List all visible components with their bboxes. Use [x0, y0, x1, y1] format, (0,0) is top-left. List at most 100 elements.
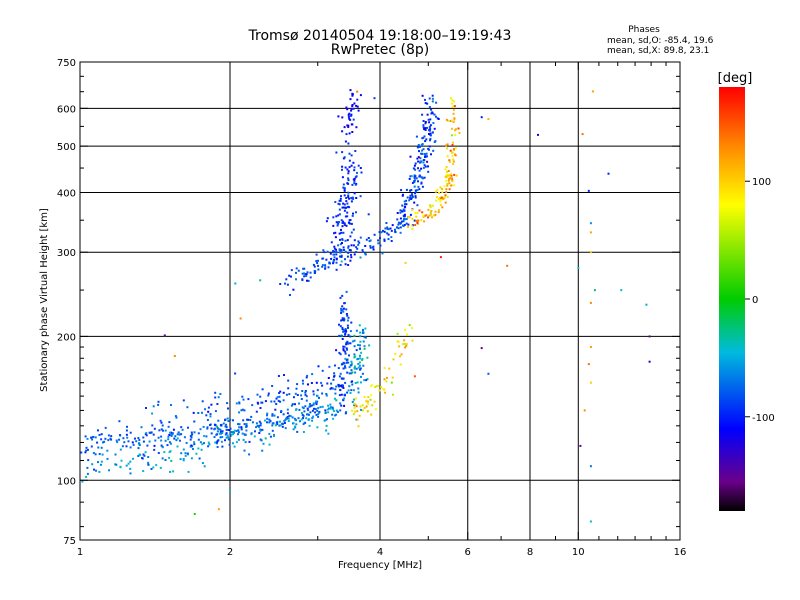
data-point	[326, 217, 329, 220]
data-point	[304, 390, 307, 392]
data-point	[347, 319, 349, 322]
data-point	[352, 228, 355, 231]
data-point	[132, 443, 135, 446]
data-point	[347, 170, 350, 173]
data-point	[589, 301, 592, 304]
data-point	[248, 453, 251, 456]
data-point	[98, 433, 101, 436]
data-point	[144, 451, 147, 454]
data-point	[359, 357, 361, 360]
data-point	[423, 128, 426, 130]
data-point	[346, 202, 349, 205]
data-point	[355, 211, 357, 214]
data-point	[450, 173, 453, 176]
data-point	[428, 125, 431, 128]
data-point	[439, 203, 442, 206]
data-point	[357, 164, 360, 167]
data-point	[343, 302, 346, 305]
data-point	[425, 214, 428, 217]
data-point	[97, 461, 99, 464]
data-point	[417, 144, 420, 146]
data-point	[295, 267, 298, 270]
data-point	[344, 258, 346, 261]
data-point	[160, 428, 163, 431]
data-point	[339, 353, 342, 356]
data-point	[378, 231, 381, 234]
data-point	[347, 245, 350, 248]
data-point	[353, 192, 356, 195]
data-point	[418, 175, 421, 178]
data-point	[273, 435, 275, 437]
data-point	[345, 341, 348, 344]
data-point	[350, 321, 353, 324]
data-point	[151, 424, 154, 427]
data-point	[359, 405, 362, 408]
data-point	[104, 437, 107, 440]
data-point	[217, 419, 220, 422]
data-point	[335, 268, 338, 271]
data-point	[346, 348, 348, 351]
data-point	[276, 416, 279, 419]
data-point	[329, 406, 332, 409]
data-point	[414, 192, 417, 195]
data-point	[335, 215, 338, 218]
data-point	[411, 339, 414, 342]
data-point	[152, 433, 155, 436]
data-point	[227, 420, 230, 422]
data-point	[281, 422, 284, 425]
data-point	[341, 308, 344, 311]
data-point	[301, 272, 304, 275]
data-point	[363, 396, 366, 398]
data-point	[451, 105, 454, 108]
data-point	[351, 371, 354, 374]
data-point	[135, 440, 138, 443]
data-point	[333, 375, 335, 378]
data-point	[203, 442, 205, 445]
data-point	[138, 444, 141, 446]
data-point	[255, 410, 258, 413]
data-point	[250, 433, 253, 436]
data-point	[340, 385, 343, 388]
data-point	[324, 419, 327, 422]
data-point	[589, 346, 592, 348]
data-point	[141, 457, 144, 460]
data-point	[451, 102, 453, 105]
data-point	[302, 417, 304, 420]
data-point	[446, 143, 449, 146]
data-point	[352, 197, 355, 200]
data-point	[131, 441, 134, 444]
data-point	[410, 189, 413, 191]
data-point	[340, 255, 343, 258]
data-point	[343, 126, 346, 129]
data-point	[305, 274, 308, 277]
data-point	[338, 248, 341, 251]
data-point	[190, 444, 193, 447]
data-point	[324, 411, 327, 414]
data-point	[160, 421, 163, 424]
data-point	[343, 209, 346, 212]
data-point	[209, 415, 212, 418]
data-point	[304, 393, 307, 396]
data-point	[452, 158, 455, 161]
data-point	[390, 229, 393, 232]
data-point	[332, 378, 335, 381]
data-point	[215, 433, 218, 436]
data-point	[416, 146, 419, 149]
data-point	[153, 427, 156, 430]
data-point	[86, 466, 89, 469]
data-point	[424, 129, 427, 131]
data-point	[327, 404, 330, 407]
data-point	[237, 431, 240, 434]
data-point	[417, 185, 420, 188]
data-point	[288, 414, 291, 417]
data-point	[193, 431, 196, 434]
data-point	[122, 437, 125, 440]
data-point	[338, 208, 341, 211]
data-point	[301, 406, 304, 409]
data-point	[367, 402, 369, 405]
data-point	[342, 157, 345, 160]
data-point	[418, 174, 421, 177]
data-point	[318, 396, 320, 399]
data-point	[455, 174, 458, 177]
data-point	[346, 340, 349, 343]
